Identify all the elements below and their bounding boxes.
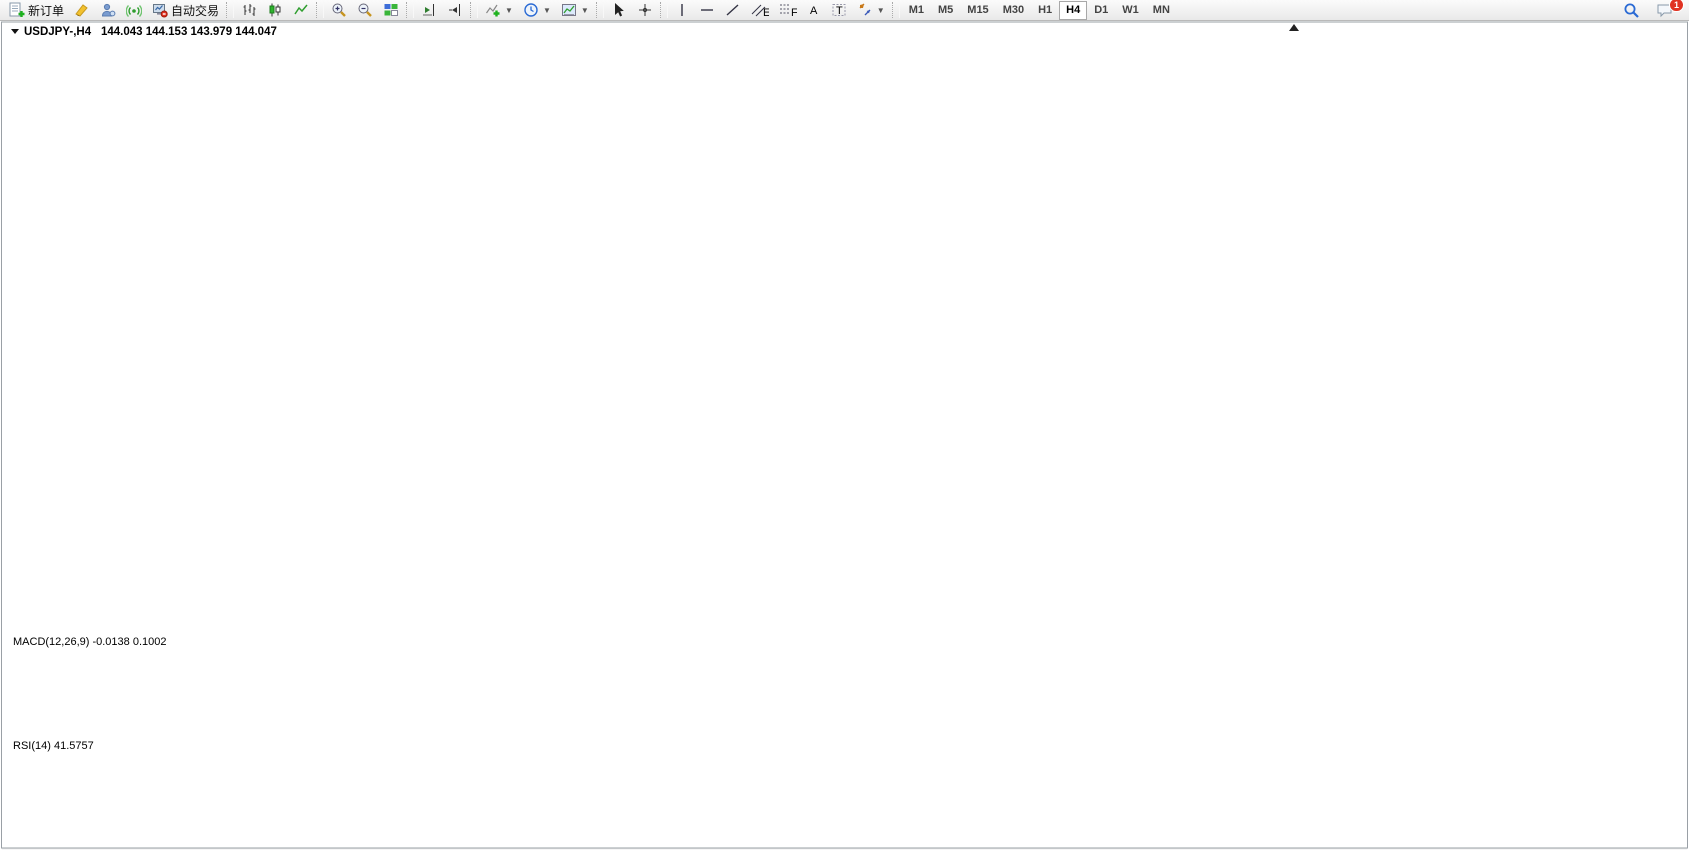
profiles-icon: [102, 3, 116, 17]
candlestick-chart-button[interactable]: [262, 1, 288, 20]
equidistant-channel-button[interactable]: E: [746, 1, 774, 20]
arrows-button[interactable]: ▼: [852, 1, 890, 20]
horizontal-line-icon: [700, 9, 713, 11]
timeframe-M5[interactable]: M5: [938, 3, 954, 16]
fibonacci-icon: F: [779, 4, 797, 18]
chevron-down-icon: ▼: [505, 5, 513, 15]
equidistant-channel-icon: E: [751, 4, 769, 18]
auto-trading-icon: [153, 4, 168, 18]
zoom-out-icon: [358, 3, 372, 17]
chevron-down-icon: ▼: [580, 5, 589, 15]
timeframe-MN[interactable]: MN: [1152, 3, 1170, 16]
fibonacci-button[interactable]: F: [774, 1, 802, 20]
chart-shift-icon: [423, 4, 435, 16]
templates-button[interactable]: ▼: [556, 1, 594, 20]
auto-trading-button[interactable]: 自动交易: [147, 1, 224, 20]
zoom-in-icon: [332, 3, 346, 17]
tile-windows-button[interactable]: [378, 1, 404, 20]
toolbar: 新订单: [0, 0, 1689, 21]
periods-clock-icon: [524, 3, 538, 17]
vertical-line-button[interactable]: [670, 1, 694, 20]
svg-text:E: E: [763, 7, 769, 18]
price-chart[interactable]: 146.105145.775145.450145.125143.815143.4…: [0, 21, 1689, 850]
symbol-dropdown-icon[interactable]: [11, 29, 19, 34]
periods-button[interactable]: ▼: [518, 1, 556, 20]
trendline-icon: [726, 4, 739, 16]
chart-title-ohlc: 144.043 144.153 143.979 144.047: [101, 26, 277, 38]
vertical-line-icon: [681, 4, 683, 16]
toolbar-separator: [470, 2, 479, 18]
bar-chart-icon: [243, 4, 256, 16]
chart-shift-marker[interactable]: [1289, 24, 1299, 31]
cursor-button[interactable]: [606, 1, 632, 20]
trendline-button[interactable]: [720, 1, 746, 20]
timeframe-W1[interactable]: W1: [1122, 3, 1139, 16]
signals-icon: [126, 5, 143, 17]
candlestick-chart-icon: [269, 3, 281, 17]
text-label-icon: T: [832, 4, 846, 17]
search-icon: [1624, 3, 1639, 18]
auto-scroll-icon: [449, 4, 461, 16]
macd-label: MACD(12,26,9) -0.0138 0.1002: [13, 636, 166, 648]
toolbar-separator: [595, 2, 604, 18]
styler-button[interactable]: [69, 1, 95, 20]
zoom-in-button[interactable]: [326, 1, 352, 20]
rsi-label: RSI(14) 41.5757: [13, 740, 94, 752]
line-chart-button[interactable]: [288, 1, 314, 20]
tile-windows-icon: [384, 4, 399, 16]
zoom-out-button[interactable]: [352, 1, 378, 20]
bar-chart-button[interactable]: [236, 1, 262, 20]
timeframe-D1[interactable]: D1: [1094, 3, 1109, 16]
toolbar-separator: [316, 2, 325, 18]
crosshair-icon: [638, 4, 651, 16]
svg-text:F: F: [791, 7, 797, 18]
horizontal-line-button[interactable]: [694, 1, 720, 20]
svg-text:A: A: [810, 5, 818, 17]
signals-button[interactable]: [121, 1, 147, 20]
auto-trading-label: 自动交易: [171, 3, 220, 18]
timeframe-M1[interactable]: M1: [908, 3, 924, 16]
timeframe-M30[interactable]: M30: [1002, 3, 1025, 16]
chart-shift-button[interactable]: [416, 1, 442, 20]
notification-badge: 1: [1668, 0, 1684, 12]
timeframe-M15[interactable]: M15: [967, 3, 989, 16]
indicators-icon: [486, 4, 500, 17]
templates-icon: [561, 4, 576, 16]
chart-window-frame: [1, 21, 1688, 849]
timeframe-H4[interactable]: H4: [1059, 0, 1088, 20]
timeframe-H1[interactable]: H1: [1038, 3, 1053, 16]
auto-scroll-button[interactable]: [442, 1, 468, 20]
timeframe-group: M1 M5 M15 M30 H1 H4 D1 W1 MN: [902, 0, 1177, 20]
text-label-button[interactable]: T: [826, 1, 852, 20]
profiles-button[interactable]: [95, 1, 121, 20]
chart-title-symbol: USDJPY-,H4: [24, 26, 92, 38]
search-button[interactable]: [1618, 1, 1645, 20]
svg-text:T: T: [836, 5, 843, 17]
styler-icon: [75, 4, 88, 17]
text-button[interactable]: A: [802, 1, 826, 20]
toolbar-separator: [226, 2, 235, 18]
indicators-button[interactable]: ▼: [480, 1, 518, 20]
toolbar-separator: [659, 2, 668, 18]
cursor-icon: [614, 3, 624, 17]
new-order-label: 新订单: [28, 3, 65, 18]
chevron-down-icon: ▼: [876, 5, 885, 15]
text-icon: A: [810, 5, 818, 17]
chevron-down-icon: ▼: [542, 5, 551, 15]
crosshair-button[interactable]: [632, 1, 658, 20]
toolbar-separator: [891, 2, 900, 18]
new-order-icon: [9, 2, 25, 17]
chat-button[interactable]: 1: [1651, 0, 1684, 20]
line-chart-icon: [294, 4, 308, 15]
toolbar-separator: [406, 2, 415, 18]
new-order-button[interactable]: 新订单: [4, 1, 69, 20]
arrows-icon: [859, 3, 871, 16]
